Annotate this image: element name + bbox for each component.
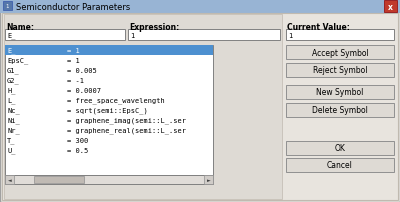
Text: G1_: G1_	[7, 67, 20, 74]
Text: Delete Symbol: Delete Symbol	[312, 106, 368, 115]
Text: Ni_: Ni_	[7, 117, 20, 124]
FancyBboxPatch shape	[0, 0, 400, 14]
Text: = 1: = 1	[67, 48, 80, 54]
Text: H_: H_	[7, 87, 16, 94]
Text: = free_space_wavelength: = free_space_wavelength	[67, 97, 165, 104]
Text: x: x	[388, 2, 393, 12]
Text: E_: E_	[7, 32, 16, 39]
FancyBboxPatch shape	[5, 30, 125, 41]
Text: L_: L_	[7, 97, 16, 104]
Text: = 0.5: = 0.5	[67, 147, 88, 153]
Text: OK: OK	[334, 144, 346, 153]
Text: = 1: = 1	[67, 58, 80, 64]
FancyBboxPatch shape	[286, 103, 394, 117]
Text: Expression:: Expression:	[129, 22, 179, 31]
FancyBboxPatch shape	[204, 175, 213, 184]
Text: 1: 1	[6, 4, 9, 9]
FancyBboxPatch shape	[286, 46, 394, 60]
FancyBboxPatch shape	[5, 175, 213, 184]
Text: 1: 1	[288, 32, 292, 38]
FancyBboxPatch shape	[5, 46, 213, 175]
FancyBboxPatch shape	[5, 46, 213, 56]
Text: Cancel: Cancel	[327, 161, 353, 170]
Text: Name:: Name:	[6, 22, 34, 31]
FancyBboxPatch shape	[5, 175, 14, 184]
Text: U_: U_	[7, 147, 16, 154]
FancyBboxPatch shape	[286, 30, 394, 41]
FancyBboxPatch shape	[286, 141, 394, 155]
Text: Nc_: Nc_	[7, 107, 20, 114]
Text: Current Value:: Current Value:	[287, 22, 350, 31]
Text: = sqrt(semi::EpsC_): = sqrt(semi::EpsC_)	[67, 107, 148, 114]
Text: 1: 1	[130, 32, 134, 38]
FancyBboxPatch shape	[286, 86, 394, 100]
FancyBboxPatch shape	[3, 2, 12, 11]
Text: T_: T_	[7, 137, 16, 144]
Text: ◄: ◄	[8, 177, 11, 182]
FancyBboxPatch shape	[2, 14, 398, 200]
Text: EpsC_: EpsC_	[7, 57, 28, 64]
Text: = 0.005: = 0.005	[67, 68, 97, 74]
FancyBboxPatch shape	[34, 176, 84, 183]
Text: Nr_: Nr_	[7, 127, 20, 134]
Text: = graphene_real(semi::L_.ser: = graphene_real(semi::L_.ser	[67, 127, 186, 134]
Text: = 300: = 300	[67, 137, 88, 143]
Text: Semiconductor Parameters: Semiconductor Parameters	[16, 2, 130, 12]
Text: Accept Symbol: Accept Symbol	[312, 48, 368, 57]
Text: = -1: = -1	[67, 78, 84, 84]
FancyBboxPatch shape	[286, 158, 394, 172]
Text: G2_: G2_	[7, 77, 20, 84]
FancyBboxPatch shape	[128, 30, 280, 41]
FancyBboxPatch shape	[4, 15, 282, 199]
Text: ►: ►	[207, 177, 210, 182]
Text: New Symbol: New Symbol	[316, 88, 364, 97]
FancyBboxPatch shape	[286, 64, 394, 78]
Text: = 0.0007: = 0.0007	[67, 87, 101, 94]
Text: E_: E_	[7, 47, 16, 54]
Text: = graphene_imag(semi::L_.ser: = graphene_imag(semi::L_.ser	[67, 117, 186, 124]
FancyBboxPatch shape	[384, 1, 397, 13]
Text: Reject Symbol: Reject Symbol	[313, 66, 367, 75]
